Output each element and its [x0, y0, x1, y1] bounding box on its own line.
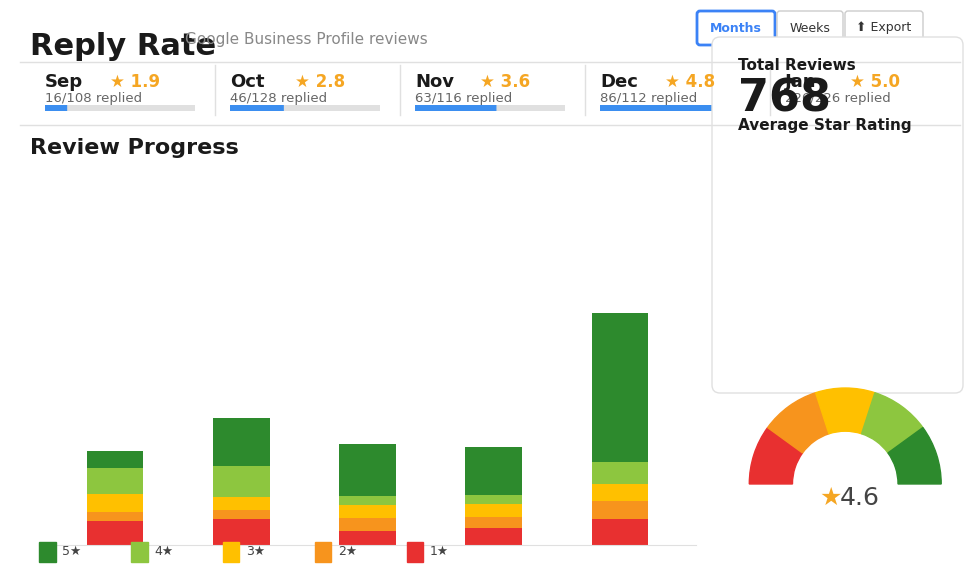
Bar — [407, 542, 423, 562]
Text: 4★: 4★ — [154, 545, 173, 559]
Text: 2★: 2★ — [338, 545, 357, 559]
Bar — [86, 512, 143, 521]
Bar — [315, 542, 331, 562]
FancyBboxPatch shape — [777, 11, 843, 45]
Bar — [592, 484, 649, 502]
FancyBboxPatch shape — [600, 105, 715, 111]
Text: Review Progress: Review Progress — [30, 138, 239, 158]
Bar — [213, 510, 270, 519]
Text: 226/226 replied: 226/226 replied — [785, 92, 891, 105]
FancyBboxPatch shape — [45, 105, 68, 111]
Bar — [213, 497, 270, 510]
Bar — [339, 444, 396, 496]
Text: Nov: Nov — [415, 73, 454, 91]
Bar — [86, 521, 143, 545]
Bar — [592, 502, 649, 519]
FancyBboxPatch shape — [600, 105, 750, 111]
Bar — [131, 542, 148, 562]
FancyBboxPatch shape — [230, 105, 380, 111]
Text: 3★: 3★ — [246, 545, 266, 559]
FancyBboxPatch shape — [45, 105, 195, 111]
Text: 768: 768 — [738, 78, 831, 121]
Bar — [213, 466, 270, 497]
Text: Dec: Dec — [600, 73, 638, 91]
Text: 46/128 replied: 46/128 replied — [230, 92, 327, 105]
Text: ★ 5.0: ★ 5.0 — [850, 73, 900, 91]
Wedge shape — [750, 427, 803, 484]
Bar — [466, 504, 522, 517]
Wedge shape — [861, 393, 923, 453]
FancyBboxPatch shape — [415, 105, 565, 111]
Bar — [86, 451, 143, 468]
Bar — [466, 528, 522, 545]
Bar — [592, 313, 649, 462]
Bar — [213, 418, 270, 466]
Text: Months: Months — [710, 21, 761, 34]
Text: ★ 3.6: ★ 3.6 — [480, 73, 530, 91]
Wedge shape — [888, 427, 941, 484]
FancyBboxPatch shape — [785, 105, 935, 111]
Bar — [466, 447, 522, 495]
Wedge shape — [767, 393, 829, 453]
Text: ★: ★ — [819, 487, 842, 510]
Text: ⬆ Export: ⬆ Export — [857, 21, 911, 34]
Text: 1★: 1★ — [430, 545, 449, 559]
Wedge shape — [815, 388, 875, 434]
Text: Total Reviews: Total Reviews — [738, 58, 856, 73]
Text: Jan: Jan — [785, 73, 816, 91]
Bar — [213, 519, 270, 545]
Text: ★ 4.8: ★ 4.8 — [665, 73, 715, 91]
Text: ★ 2.8: ★ 2.8 — [295, 73, 345, 91]
Bar — [339, 531, 396, 545]
Bar — [223, 542, 239, 562]
Text: Average Star Rating: Average Star Rating — [738, 118, 911, 133]
FancyBboxPatch shape — [712, 37, 963, 393]
Bar — [466, 495, 522, 504]
FancyBboxPatch shape — [230, 105, 284, 111]
Bar — [86, 494, 143, 512]
FancyBboxPatch shape — [785, 105, 935, 111]
Text: Weeks: Weeks — [790, 21, 830, 34]
Bar — [339, 518, 396, 531]
Text: Reply Rate: Reply Rate — [30, 32, 217, 61]
Bar — [592, 519, 649, 545]
Text: 63/116 replied: 63/116 replied — [415, 92, 513, 105]
FancyBboxPatch shape — [697, 11, 775, 45]
Text: 16/108 replied: 16/108 replied — [45, 92, 142, 105]
Text: Sep: Sep — [45, 73, 83, 91]
Bar — [39, 542, 56, 562]
Text: 5★: 5★ — [62, 545, 81, 559]
Text: ★ 1.9: ★ 1.9 — [110, 73, 160, 91]
Text: 4.6: 4.6 — [840, 487, 880, 510]
Text: Oct: Oct — [230, 73, 265, 91]
Bar — [339, 496, 396, 505]
Text: Google Business Profile reviews: Google Business Profile reviews — [185, 32, 427, 47]
FancyBboxPatch shape — [845, 11, 923, 45]
Bar — [339, 505, 396, 518]
FancyBboxPatch shape — [415, 105, 497, 111]
Bar — [592, 462, 649, 484]
Text: 86/112 replied: 86/112 replied — [600, 92, 697, 105]
Bar — [86, 468, 143, 494]
Bar — [466, 517, 522, 528]
